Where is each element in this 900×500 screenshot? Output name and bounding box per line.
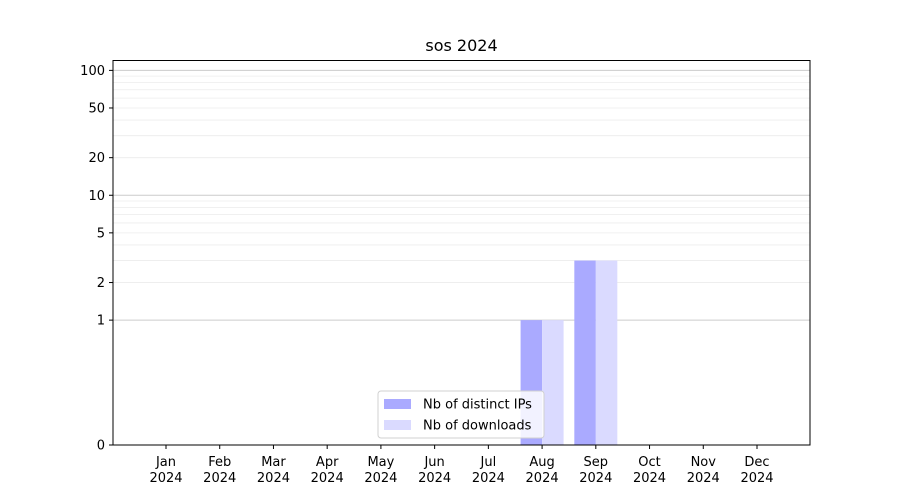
x-tick-year: 2024 bbox=[687, 471, 720, 486]
x-tick-year: 2024 bbox=[579, 471, 612, 486]
x-tick-label: May 2024 bbox=[364, 455, 397, 486]
bar-nb-of-downloads bbox=[595, 260, 618, 445]
x-tick-month: Oct bbox=[638, 455, 660, 470]
bar-nb-of-distinct-ips bbox=[574, 260, 596, 445]
x-tick-year: 2024 bbox=[257, 471, 290, 486]
y-axis: 0 1 2 5 10 20 50 100 bbox=[80, 64, 113, 454]
y-tick-label: 2 bbox=[97, 276, 105, 291]
x-tick-label: Dec 2024 bbox=[740, 455, 773, 486]
x-tick-label: Apr 2024 bbox=[311, 455, 344, 486]
x-tick-label: Jan 2024 bbox=[149, 455, 182, 486]
legend-box bbox=[377, 390, 545, 439]
x-tick-month: Feb bbox=[208, 455, 231, 470]
y-tick-label: 50 bbox=[88, 101, 105, 116]
x-tick-label: Sep 2024 bbox=[579, 455, 612, 486]
y-tick-label: 100 bbox=[80, 64, 105, 79]
x-tick-month: Jul bbox=[480, 455, 497, 470]
chart-title: sos 2024 bbox=[425, 36, 497, 55]
x-tick-label: Oct 2024 bbox=[633, 455, 666, 486]
x-tick-year: 2024 bbox=[364, 471, 397, 486]
y-tick-label: 5 bbox=[97, 226, 105, 241]
y-tick-label: 10 bbox=[88, 189, 105, 204]
legend: Nb of distinct IPs Nb of downloads bbox=[377, 390, 545, 439]
x-tick-month: Mar bbox=[261, 455, 286, 470]
x-tick-year: 2024 bbox=[740, 471, 773, 486]
x-tick-year: 2024 bbox=[633, 471, 666, 486]
x-tick-month: Dec bbox=[744, 455, 769, 470]
bar-nb-of-downloads bbox=[542, 320, 564, 445]
grid-lines bbox=[113, 69, 810, 321]
x-tick-month: Sep bbox=[584, 455, 609, 470]
x-tick-label: Jun 2024 bbox=[418, 455, 451, 486]
x-tick-month: Jan bbox=[155, 455, 176, 470]
x-tick-month: May bbox=[367, 455, 394, 470]
x-tick-year: 2024 bbox=[203, 471, 236, 486]
x-tick-year: 2024 bbox=[149, 471, 182, 486]
legend-label: Nb of downloads bbox=[423, 419, 532, 434]
y-tick-label: 0 bbox=[97, 439, 105, 454]
y-tick-label: 20 bbox=[88, 151, 105, 166]
legend-swatch bbox=[384, 420, 411, 430]
x-tick-year: 2024 bbox=[418, 471, 451, 486]
x-tick-label: Jul 2024 bbox=[472, 455, 505, 486]
x-tick-label: Feb 2024 bbox=[203, 455, 236, 486]
x-tick-label: Aug 2024 bbox=[526, 455, 559, 486]
x-tick-label: Mar 2024 bbox=[257, 455, 290, 486]
y-tick-label: 1 bbox=[97, 314, 105, 329]
x-tick-year: 2024 bbox=[526, 471, 559, 486]
legend-swatch bbox=[384, 399, 411, 409]
plot-frame bbox=[112, 60, 811, 446]
x-tick-month: Aug bbox=[529, 455, 554, 470]
x-tick-month: Jun bbox=[423, 455, 444, 470]
x-tick-month: Nov bbox=[691, 455, 717, 470]
x-tick-year: 2024 bbox=[311, 471, 344, 486]
x-tick-label: Nov 2024 bbox=[687, 455, 720, 486]
x-tick-year: 2024 bbox=[472, 471, 505, 486]
legend-label: Nb of distinct IPs bbox=[423, 398, 532, 413]
x-tick-month: Apr bbox=[316, 455, 339, 470]
